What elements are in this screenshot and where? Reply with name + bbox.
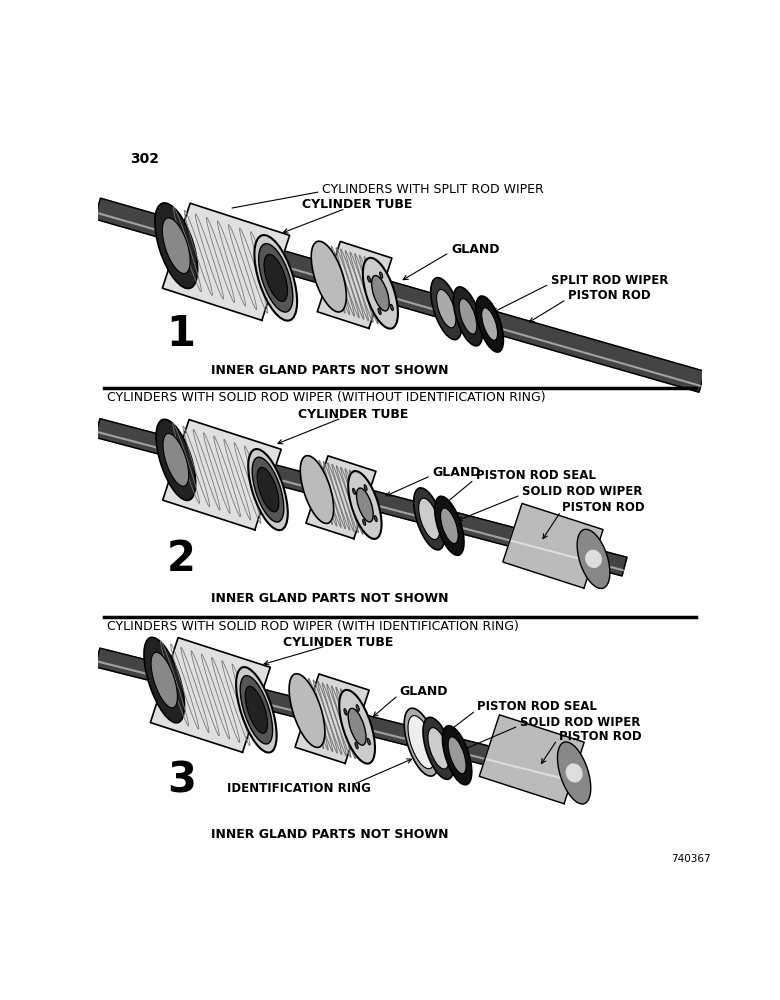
- Ellipse shape: [476, 296, 503, 352]
- Text: CYLINDERS WITH SPLIT ROD WIPER: CYLINDERS WITH SPLIT ROD WIPER: [322, 183, 544, 196]
- Text: GLAND: GLAND: [399, 685, 448, 698]
- Polygon shape: [95, 419, 627, 576]
- Text: CYLINDERS WITH SOLID ROD WIPER (WITHOUT IDENTIFICATION RING): CYLINDERS WITH SOLID ROD WIPER (WITHOUT …: [107, 391, 545, 404]
- Ellipse shape: [245, 686, 268, 733]
- Ellipse shape: [482, 308, 498, 340]
- Ellipse shape: [448, 737, 466, 774]
- Text: SPLIT ROD WIPER: SPLIT ROD WIPER: [551, 274, 668, 287]
- Ellipse shape: [566, 763, 583, 783]
- Ellipse shape: [348, 708, 366, 745]
- Text: PISTON ROD SEAL: PISTON ROD SEAL: [476, 469, 596, 482]
- Text: PISTON ROD SEAL: PISTON ROD SEAL: [477, 700, 597, 713]
- Ellipse shape: [163, 433, 189, 486]
- Ellipse shape: [363, 258, 398, 329]
- Ellipse shape: [374, 516, 378, 522]
- Ellipse shape: [413, 488, 445, 550]
- Text: SOLID ROD WIPER: SOLID ROD WIPER: [522, 485, 643, 498]
- Polygon shape: [163, 420, 281, 530]
- Ellipse shape: [339, 690, 375, 764]
- Text: GLAND: GLAND: [451, 243, 499, 256]
- Polygon shape: [479, 715, 584, 804]
- Polygon shape: [94, 198, 705, 392]
- Ellipse shape: [363, 519, 366, 525]
- Ellipse shape: [155, 203, 197, 289]
- Ellipse shape: [353, 488, 356, 494]
- Text: PISTON ROD: PISTON ROD: [568, 289, 651, 302]
- Ellipse shape: [441, 508, 458, 543]
- Ellipse shape: [300, 456, 334, 523]
- Ellipse shape: [356, 488, 373, 522]
- Ellipse shape: [428, 728, 449, 769]
- Text: 302: 302: [130, 152, 159, 166]
- Ellipse shape: [442, 726, 472, 785]
- Ellipse shape: [364, 485, 367, 491]
- Text: 740367: 740367: [671, 854, 711, 864]
- Ellipse shape: [240, 676, 272, 744]
- Ellipse shape: [236, 667, 277, 753]
- Polygon shape: [503, 503, 603, 588]
- Ellipse shape: [390, 304, 393, 311]
- Polygon shape: [151, 638, 270, 752]
- Ellipse shape: [408, 716, 435, 769]
- Text: CYLINDER TUBE: CYLINDER TUBE: [298, 408, 409, 421]
- Ellipse shape: [162, 218, 190, 274]
- Ellipse shape: [344, 709, 347, 715]
- Polygon shape: [317, 241, 392, 328]
- Ellipse shape: [311, 241, 346, 312]
- Ellipse shape: [151, 652, 177, 708]
- Ellipse shape: [437, 289, 456, 328]
- Text: INNER GLAND PARTS NOT SHOWN: INNER GLAND PARTS NOT SHOWN: [211, 364, 448, 377]
- Ellipse shape: [289, 674, 325, 747]
- Ellipse shape: [254, 235, 297, 321]
- Ellipse shape: [380, 272, 383, 278]
- Text: 3: 3: [167, 760, 196, 802]
- Ellipse shape: [367, 738, 370, 745]
- Ellipse shape: [378, 308, 381, 315]
- Polygon shape: [95, 648, 580, 788]
- Text: GLAND: GLAND: [432, 466, 480, 479]
- Ellipse shape: [367, 276, 370, 282]
- Text: PISTON ROD: PISTON ROD: [558, 730, 641, 742]
- Polygon shape: [295, 674, 369, 763]
- Ellipse shape: [264, 254, 288, 301]
- Ellipse shape: [259, 244, 292, 312]
- Polygon shape: [306, 456, 376, 539]
- Ellipse shape: [355, 742, 358, 749]
- Ellipse shape: [423, 717, 454, 779]
- Text: SOLID ROD WIPER: SOLID ROD WIPER: [520, 716, 640, 729]
- Ellipse shape: [257, 467, 279, 512]
- Ellipse shape: [404, 708, 438, 776]
- Ellipse shape: [431, 278, 462, 340]
- Polygon shape: [162, 203, 289, 320]
- Text: 2: 2: [167, 538, 196, 580]
- Text: PISTON ROD: PISTON ROD: [562, 501, 645, 514]
- Text: INNER GLAND PARTS NOT SHOWN: INNER GLAND PARTS NOT SHOWN: [211, 828, 448, 841]
- Text: CYLINDER TUBE: CYLINDER TUBE: [302, 198, 413, 211]
- Ellipse shape: [577, 529, 610, 589]
- Ellipse shape: [459, 299, 477, 334]
- Ellipse shape: [585, 550, 602, 568]
- Ellipse shape: [453, 287, 483, 346]
- Ellipse shape: [248, 449, 288, 530]
- Ellipse shape: [371, 276, 389, 311]
- Ellipse shape: [434, 496, 464, 555]
- Ellipse shape: [156, 419, 196, 500]
- Text: CYLINDER TUBE: CYLINDER TUBE: [282, 636, 393, 649]
- Ellipse shape: [348, 471, 381, 539]
- Ellipse shape: [144, 637, 185, 723]
- Ellipse shape: [356, 705, 360, 711]
- Text: CYLINDERS WITH SOLID ROD WIPER (WITH IDENTIFICATION RING): CYLINDERS WITH SOLID ROD WIPER (WITH IDE…: [107, 620, 519, 633]
- Ellipse shape: [252, 457, 284, 522]
- Ellipse shape: [419, 498, 440, 540]
- Text: 1: 1: [167, 313, 196, 355]
- Text: IDENTIFICATION RING: IDENTIFICATION RING: [227, 782, 371, 795]
- Ellipse shape: [558, 742, 590, 804]
- Text: INNER GLAND PARTS NOT SHOWN: INNER GLAND PARTS NOT SHOWN: [211, 592, 448, 605]
